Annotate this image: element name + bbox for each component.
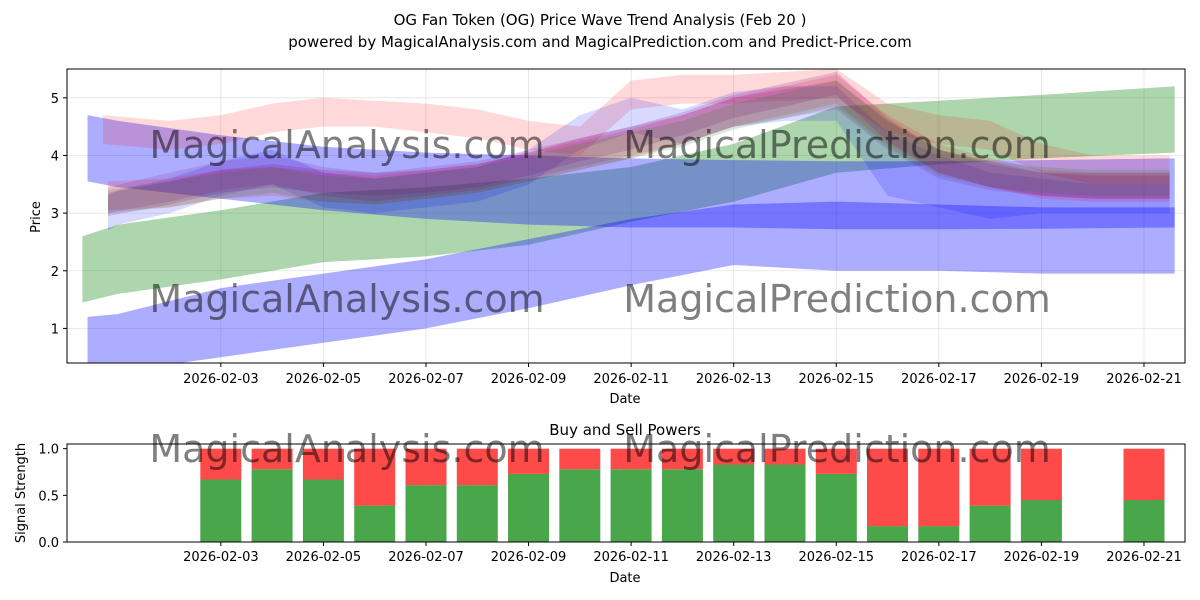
power-title: Buy and Sell Powers [549,421,701,439]
price-y-tick-label: 4 [51,149,59,164]
price-x-tick-label: 2026-02-09 [491,372,567,387]
price-x-tick-label: 2026-02-13 [696,372,772,387]
price-x-tick-label: 2026-02-05 [286,372,362,387]
power-axes-frame [66,443,1186,543]
price-x-tick-label: 2026-02-07 [388,372,464,387]
price-bands [82,69,1175,363]
price-band-green-0 [82,86,1175,303]
power-x-tick-label: 2026-02-21 [1106,550,1182,565]
price-ticks: 2026-02-03 2026-02-05 2026-02-07 2026-02-09… [51,92,1182,387]
power-x-tick-label: 2026-02-05 [286,550,362,565]
power-x-tick-label: 2026-02-03 [183,550,259,565]
price-x-tick-label: 2026-02-11 [593,372,669,387]
sell-bar [200,448,242,480]
price-band-purple-7 [108,71,1170,217]
power-bars [200,448,1165,542]
watermark-prediction-bottom: MagicalPrediction.com [623,427,1051,471]
price-band-blue-2 [87,115,1175,230]
chart-title: OG Fan Token (OG) Price Wave Trend Analy… [394,11,807,29]
buy-bar [405,485,447,542]
power-x-tick-label: 2026-02-17 [901,550,977,565]
power-y-tick-label: 0.0 [38,536,59,551]
power-x-tick-label: 2026-02-15 [798,550,874,565]
sell-bar [867,448,908,527]
sell-bar [764,448,806,465]
price-band-green-8 [108,80,1170,214]
sell-bar [302,448,344,480]
sell-bar [918,448,960,527]
price-x-tick-label: 2026-02-15 [798,372,874,387]
price-watermarks: MagicalAnalysis.com MagicalPrediction.co… [149,123,1050,321]
power-watermarks: MagicalAnalysis.com MagicalPrediction.co… [149,427,1050,471]
power-x-tick-label: 2026-02-13 [696,550,772,565]
buy-bar [200,479,242,542]
chart-subtitle: powered by MagicalAnalysis.com and Magic… [288,33,912,51]
power-x-tick-label: 2026-02-07 [388,550,464,565]
sell-bar [508,448,549,474]
power-x-tick-label: 2026-02-19 [1004,550,1080,565]
buy-bar [302,479,344,542]
power-y-axis-label: Signal Strength [14,443,29,543]
power-y-tick-label: 1.0 [38,443,59,458]
buy-bar [1123,500,1165,542]
buy-bar [918,526,960,542]
sell-bar [713,448,755,465]
price-panel: MagicalAnalysis.com MagicalPrediction.co… [29,68,1186,407]
buy-bar [610,469,652,542]
power-panel: Buy and Sell Powers MagicalAnalysis.com … [14,421,1186,586]
power-ticks: 2026-02-03 2026-02-05 2026-02-07 2026-02-09… [38,443,1181,565]
price-axes-frame [66,68,1186,364]
sell-bar [456,448,498,486]
buy-bar [661,469,703,542]
watermark-prediction-mid: MagicalPrediction.com [623,277,1051,321]
watermark-analysis-mid: MagicalAnalysis.com [149,277,544,321]
sell-bar [661,448,703,470]
price-y-tick-label: 5 [51,92,59,107]
power-y-tick-label: 0.5 [38,489,59,504]
price-band-red-6 [108,74,1170,211]
price-band-red-3 [102,69,1170,185]
price-grid [67,69,1185,363]
sell-bar [251,448,293,470]
sell-bar [405,448,447,486]
price-x-axis-label: Date [609,392,640,407]
buy-bar [815,473,857,542]
sell-bar [1020,448,1062,500]
price-y-tick-label: 3 [51,207,59,222]
price-y-axis-label: Price [29,201,44,233]
price-y-tick-label: 1 [51,322,59,337]
price-x-tick-label: 2026-02-21 [1106,372,1182,387]
power-x-tick-label: 2026-02-09 [491,550,567,565]
buy-bar [508,473,549,542]
price-x-tick-label: 2026-02-19 [1004,372,1080,387]
watermark-analysis-top: MagicalAnalysis.com [149,123,544,167]
buy-bar [764,464,806,542]
buy-bar [867,526,908,542]
sell-bar [354,448,396,506]
power-x-tick-label: 2026-02-11 [593,550,669,565]
price-y-tick-label: 2 [51,265,59,280]
sell-bar [559,448,601,470]
price-band-purple-5 [108,80,1170,214]
buy-bar [354,505,396,542]
price-x-tick-label: 2026-02-17 [901,372,977,387]
buy-bar [969,505,1011,542]
power-x-axis-label: Date [609,571,640,586]
buy-bar [456,485,498,542]
watermark-prediction-top: MagicalPrediction.com [623,123,1051,167]
sell-bar [1123,448,1165,500]
watermark-analysis-bottom: MagicalAnalysis.com [149,427,544,471]
price-band-blue-4 [108,86,1170,231]
buy-bar [559,469,601,542]
buy-bar [251,469,293,542]
buy-bar [1020,500,1062,542]
sell-bar [969,448,1011,506]
sell-bar [610,448,652,470]
sell-bar [815,448,857,474]
price-band-blue-1 [87,201,1175,363]
buy-bar [713,464,755,542]
price-x-tick-label: 2026-02-03 [183,372,259,387]
